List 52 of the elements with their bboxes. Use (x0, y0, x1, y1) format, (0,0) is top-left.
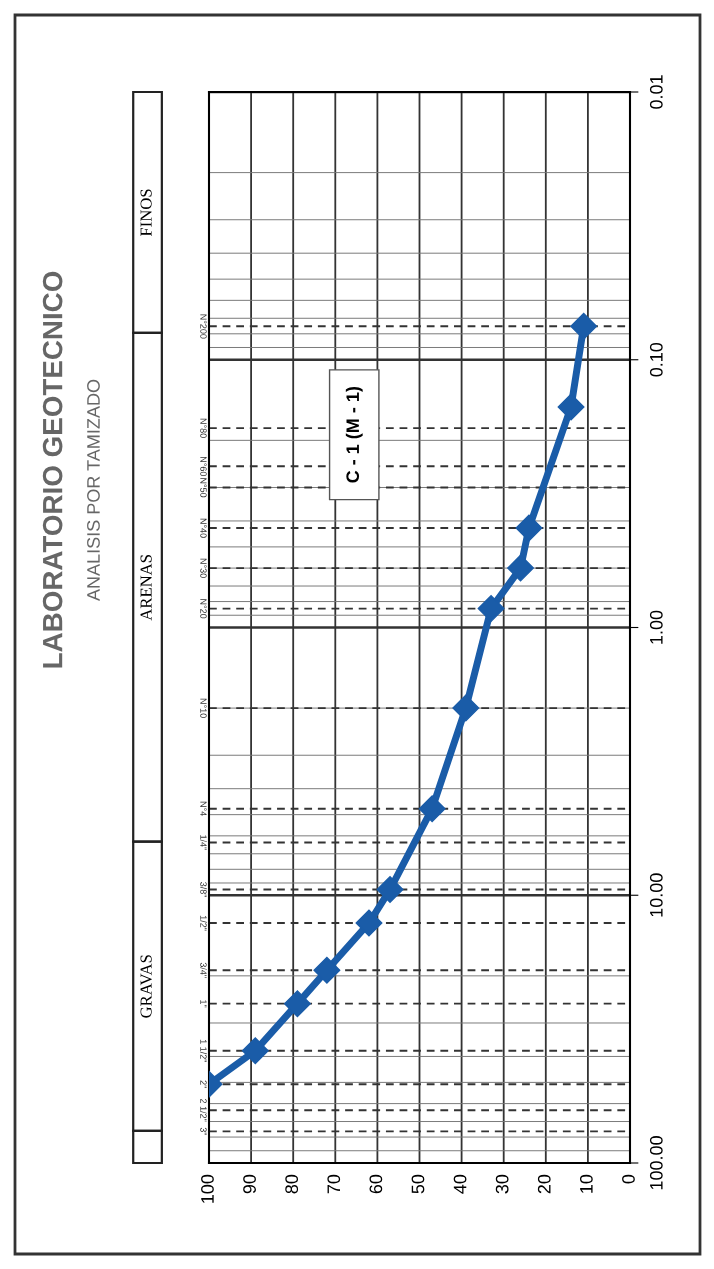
y-tick-label: 10.00 (649, 873, 663, 917)
x-tick-label: 0 (622, 1174, 635, 1184)
x-tick-label: 60 (369, 1174, 383, 1194)
text: N°200 (200, 314, 207, 339)
point (557, 393, 585, 421)
text: 3/4" (200, 962, 207, 978)
text: N°30 (200, 558, 207, 578)
point (355, 909, 383, 937)
text: 1/2" (200, 915, 207, 931)
text: 1" (200, 1000, 207, 1008)
text: ARENAS (140, 555, 152, 621)
text: GRAVAS (140, 955, 152, 1018)
y-tick-label: 100.00 (649, 1136, 663, 1190)
text: N°40 (200, 518, 207, 538)
text: 2" (200, 1080, 207, 1088)
y-tick-label: 0.10 (649, 342, 663, 377)
point (570, 312, 598, 340)
point (452, 694, 480, 722)
point (313, 956, 341, 984)
x-tick-label: 80 (285, 1174, 299, 1194)
text: N°80 (200, 418, 207, 438)
x-tick-label: 20 (537, 1174, 551, 1194)
text: 3" (200, 1127, 207, 1136)
text: N°10 (200, 698, 207, 718)
text: ANALISIS POR TAMIZADO (87, 379, 100, 601)
x-tick-label: 10 (579, 1174, 593, 1193)
text: LABORATORIO GEOTECNICO (42, 271, 63, 668)
text: 1/4" (200, 835, 207, 850)
text: FINOS (140, 189, 152, 237)
x-tick-label: 40 (453, 1174, 467, 1194)
point (241, 1037, 269, 1065)
x-tick-label: 50 (411, 1174, 425, 1194)
x-tick-label: 100 (201, 1174, 214, 1203)
text: 2 1/2" (200, 1099, 207, 1122)
text: 1 1/2" (200, 1039, 207, 1063)
text: N°50 (200, 478, 207, 498)
text: N°4 (200, 801, 207, 816)
point (477, 595, 505, 623)
text: 3/8" (200, 882, 207, 898)
y-tick-label: 0.01 (649, 75, 663, 109)
x-tick-label: 30 (495, 1174, 509, 1194)
point (507, 554, 535, 582)
text: N°20 (200, 599, 207, 619)
x-tick-label: 90 (243, 1174, 256, 1194)
point (376, 876, 404, 904)
point (418, 795, 446, 823)
text: N°60 (200, 456, 207, 477)
point (515, 514, 543, 542)
annotation: C - 1 (M - 1) (345, 386, 363, 483)
y-tick-label: 1.00 (649, 610, 663, 644)
x-tick-label: 70 (327, 1174, 341, 1194)
point (283, 990, 311, 1018)
